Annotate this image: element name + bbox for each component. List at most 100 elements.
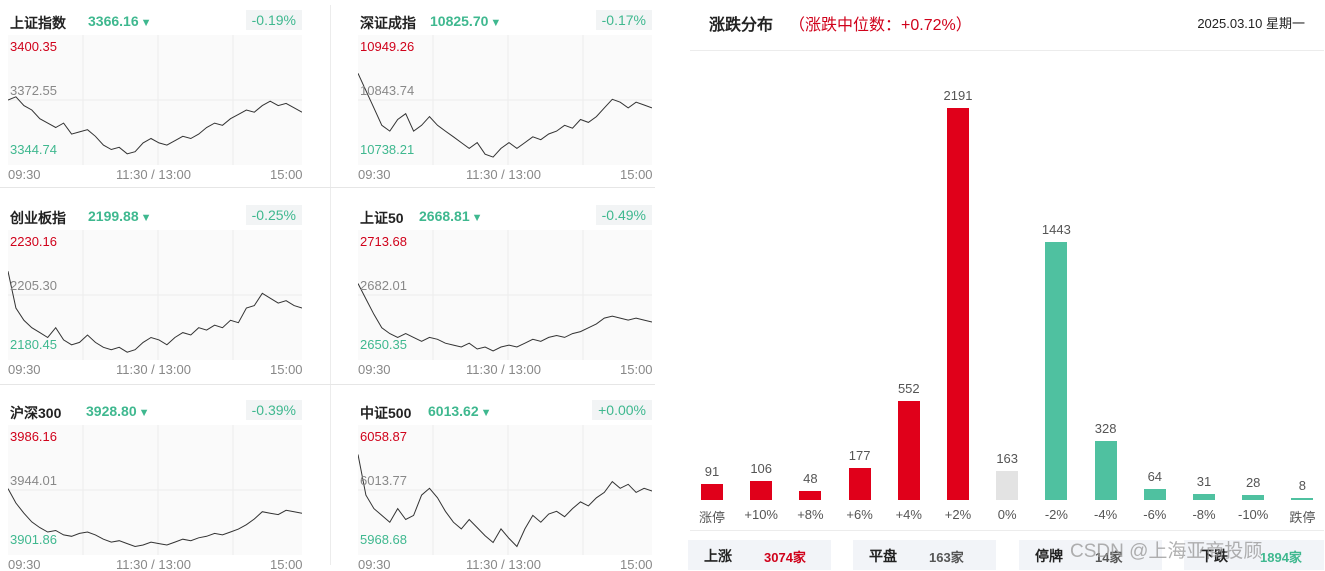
index-intraday-chart xyxy=(358,425,652,555)
bar-count-label: 328 xyxy=(1094,421,1117,437)
bar-category-label: -2% xyxy=(1044,507,1068,522)
index-panel[interactable]: 上证指数 3366.16 ▼ -0.19% 3400.35 3372.55 3344.74 0… xyxy=(8,5,303,195)
index-change-badge: -0.19% xyxy=(245,10,302,30)
stat-item: 平盘 163家 xyxy=(853,540,996,570)
index-panel[interactable]: 沪深300 3928.80 ▼ -0.39% 3986.16 3944.01 3901.86… xyxy=(8,395,303,571)
y-low-label: 2180.45 xyxy=(10,337,57,352)
distribution-bar[interactable] xyxy=(848,468,871,500)
distribution-title: 涨跌分布 xyxy=(709,17,774,34)
distribution-bar[interactable] xyxy=(799,491,822,500)
down-arrow-icon: ▼ xyxy=(138,407,150,419)
y-mid-label: 2205.30 xyxy=(10,278,57,293)
bar-count-label: 552 xyxy=(897,381,920,397)
panel-row-divider xyxy=(0,384,655,385)
distribution-baseline xyxy=(690,530,1324,531)
price-line xyxy=(8,488,302,548)
bar-count-label: 8 xyxy=(1298,478,1306,493)
bar-category-label: -6% xyxy=(1143,507,1167,522)
x-mid-label: 11:30 / 13:00 xyxy=(466,557,541,571)
index-intraday-chart xyxy=(358,35,652,165)
distribution-bar[interactable] xyxy=(1291,498,1314,500)
index-value: 3366.16 ▼ xyxy=(88,13,152,29)
y-high-label: 2230.16 xyxy=(10,234,57,249)
bar-count-label: 48 xyxy=(803,471,818,487)
index-value: 2668.81 ▼ xyxy=(419,208,483,224)
x-mid-label: 11:30 / 13:00 xyxy=(116,557,191,571)
distribution-bar[interactable] xyxy=(996,470,1019,500)
x-start-label: 09:30 xyxy=(358,167,391,182)
down-arrow-icon: ▼ xyxy=(140,212,152,224)
bar-category-label: -10% xyxy=(1238,507,1269,522)
x-mid-label: 11:30 / 13:00 xyxy=(466,362,541,377)
bar-category-label: 0% xyxy=(997,507,1017,522)
x-mid-label: 11:30 / 13:00 xyxy=(116,167,191,182)
index-name: 上证指数 xyxy=(10,15,66,31)
bar-count-label: 163 xyxy=(996,450,1019,466)
y-low-label: 5968.68 xyxy=(360,532,407,547)
index-intraday-chart xyxy=(8,35,302,165)
index-change-badge: -0.39% xyxy=(245,400,302,420)
index-value: 10825.70 ▼ xyxy=(430,13,501,29)
distribution-bar[interactable] xyxy=(947,108,969,500)
y-low-label: 2650.35 xyxy=(360,337,407,352)
index-name: 深证成指 xyxy=(360,15,416,31)
y-mid-label: 2682.01 xyxy=(360,278,407,293)
bar-category-label: +4% xyxy=(895,507,922,522)
y-high-label: 6058.87 xyxy=(360,429,407,444)
bar-category-label: 跌停 xyxy=(1289,510,1316,525)
distribution-bar[interactable] xyxy=(1094,441,1117,500)
index-panel[interactable]: 中证500 6013.62 ▼ +0.00% 6058.87 6013.77 5968.68… xyxy=(358,395,653,571)
y-low-label: 3344.74 xyxy=(10,142,57,157)
x-start-label: 09:30 xyxy=(358,557,391,571)
price-line xyxy=(8,271,302,353)
x-start-label: 09:30 xyxy=(8,362,41,377)
bar-category-label: -4% xyxy=(1094,507,1118,522)
index-value-text: 10825.70 xyxy=(430,13,489,29)
index-panel-header: 上证50 2668.81 ▼ -0.49% xyxy=(358,200,652,230)
bar-count-label: 177 xyxy=(848,448,871,464)
index-panel[interactable]: 上证50 2668.81 ▼ -0.49% 2713.68 2682.01 2650.35 0… xyxy=(358,200,653,390)
index-name: 创业板指 xyxy=(10,210,66,226)
index-change-badge: -0.25% xyxy=(245,205,302,225)
bar-category-label: +8% xyxy=(797,507,824,522)
index-panel-header: 中证500 6013.62 ▼ +0.00% xyxy=(358,395,652,425)
index-panel-header: 深证成指 10825.70 ▼ -0.17% xyxy=(358,5,652,35)
stat-item: 停牌 14家 xyxy=(1019,540,1162,570)
distribution-bar[interactable] xyxy=(1143,488,1166,500)
distribution-bar[interactable] xyxy=(701,483,723,500)
x-mid-label: 11:30 / 13:00 xyxy=(466,167,541,182)
distribution-bar[interactable] xyxy=(897,401,920,500)
y-mid-label: 6013.77 xyxy=(360,473,407,488)
price-line xyxy=(358,454,652,548)
index-name: 沪深300 xyxy=(10,405,62,421)
bar-count-label: 64 xyxy=(1147,468,1163,484)
x-end-label: 15:00 xyxy=(270,362,303,377)
index-panel[interactable]: 深证成指 10825.70 ▼ -0.17% 10949.26 10843.74 10738… xyxy=(358,5,653,195)
down-arrow-icon: ▼ xyxy=(480,407,492,419)
watermark: CSDN @上海亚商投顾 xyxy=(1070,541,1263,562)
y-high-label: 10949.26 xyxy=(360,39,415,54)
y-mid-label: 3944.01 xyxy=(10,473,57,488)
distribution-bar[interactable] xyxy=(1242,494,1265,500)
index-intraday-chart xyxy=(8,230,302,360)
distribution-date: 2025.03.10 星期一 xyxy=(1197,16,1305,31)
y-high-label: 3400.35 xyxy=(10,39,57,54)
bar-count-label: 1443 xyxy=(1041,221,1071,237)
price-line xyxy=(358,283,652,352)
distribution-bar[interactable] xyxy=(750,481,773,500)
index-value-text: 3366.16 xyxy=(88,13,139,29)
bar-category-label: +2% xyxy=(944,507,972,522)
distribution-bar[interactable] xyxy=(1045,241,1068,500)
down-arrow-icon: ▼ xyxy=(490,17,502,29)
stat-key: 停牌 xyxy=(1035,548,1063,564)
x-end-label: 15:00 xyxy=(620,557,653,571)
y-high-label: 2713.68 xyxy=(360,234,407,249)
x-start-label: 09:30 xyxy=(358,362,391,377)
index-value-text: 3928.80 xyxy=(86,403,137,419)
bar-count-label: 2191 xyxy=(943,88,973,103)
index-panel-header: 创业板指 2199.88 ▼ -0.25% xyxy=(8,200,302,230)
distribution-bar[interactable] xyxy=(1193,494,1215,500)
index-panel[interactable]: 创业板指 2199.88 ▼ -0.25% 2230.16 2205.30 2180.45 0… xyxy=(8,200,303,390)
stat-value: 3074家 xyxy=(764,550,806,565)
down-arrow-icon: ▼ xyxy=(471,212,483,224)
